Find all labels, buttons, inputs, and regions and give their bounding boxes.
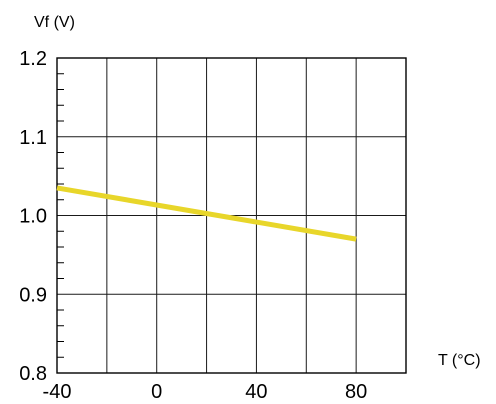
y-axis-label: Vf (V) — [34, 14, 75, 31]
grid — [57, 58, 406, 373]
x-tick-label: -40 — [43, 381, 72, 403]
y-tick-label: 1.0 — [19, 206, 47, 228]
x-axis-label: T (°C) — [438, 352, 481, 369]
y-tick-label: 1.2 — [19, 48, 47, 70]
y-axis-minor-ticks — [57, 73, 64, 358]
x-tick-label: 40 — [245, 381, 267, 403]
series-line — [56, 185, 357, 242]
y-tick-label: 1.1 — [19, 127, 47, 149]
x-tick-label: 80 — [345, 381, 367, 403]
y-tick-label: 0.8 — [19, 363, 47, 385]
plot-frame — [56, 57, 407, 374]
x-axis-ticks: -40 0 40 80 — [43, 381, 368, 403]
x-tick-label: 0 — [151, 381, 162, 403]
y-tick-label: 0.9 — [19, 284, 47, 306]
series-layer — [56, 185, 357, 242]
y-axis-ticks: 0.8 0.9 1.0 1.1 1.2 — [19, 48, 47, 385]
